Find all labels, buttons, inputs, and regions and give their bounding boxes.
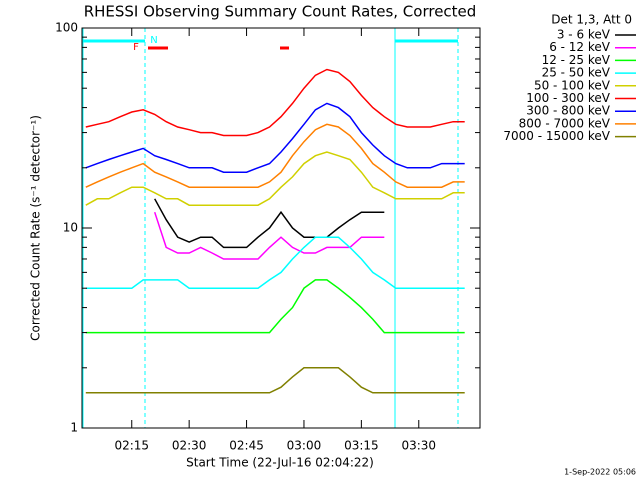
series-line [85,367,465,394]
legend-label: 12 - 25 keV [542,53,611,67]
series-line [85,279,465,334]
series-line [85,123,465,188]
series-line [85,102,465,173]
x-tick-label: 02:45 [229,439,264,453]
y-axis-label: Corrected Count Rate (s⁻¹ detector⁻¹) [29,115,43,341]
legend-title: Det 1,3, Att 0 [551,13,632,27]
chart-title: RHESSI Observing Summary Count Rates, Co… [84,3,477,21]
series-line [85,236,465,289]
y-tick-label: 10 [63,221,78,235]
y-tick-label: 100 [55,21,78,35]
legend-label: 7000 - 15000 keV [503,129,610,143]
legend-label: 25 - 50 keV [542,66,611,80]
legend-label: 800 - 7000 keV [519,116,611,130]
series-line [85,68,465,137]
series-line [154,198,385,249]
footer: 1-Sep-2022 05:06 [564,468,636,477]
legend-label: 300 - 800 keV [526,104,610,118]
x-tick-label: 02:30 [172,439,207,453]
x-tick-label: 03:00 [287,439,322,453]
legend-label: 6 - 12 keV [549,40,611,54]
legend-label: 100 - 300 keV [526,91,610,105]
legend-label: 50 - 100 keV [534,78,611,92]
x-tick-label: 03:15 [344,439,379,453]
series-line [85,151,465,206]
annotation: F [133,42,139,53]
annotation: N [150,35,157,46]
x-axis-label: Start Time (22-Jul-16 02:04:22) [186,456,374,470]
x-tick-label: 02:15 [114,439,149,453]
legend-label: 3 - 6 keV [557,28,611,42]
x-tick-label: 03:30 [401,439,436,453]
plot-frame [81,27,481,429]
y-tick-label: 1 [70,421,78,435]
series-line [153,211,385,260]
